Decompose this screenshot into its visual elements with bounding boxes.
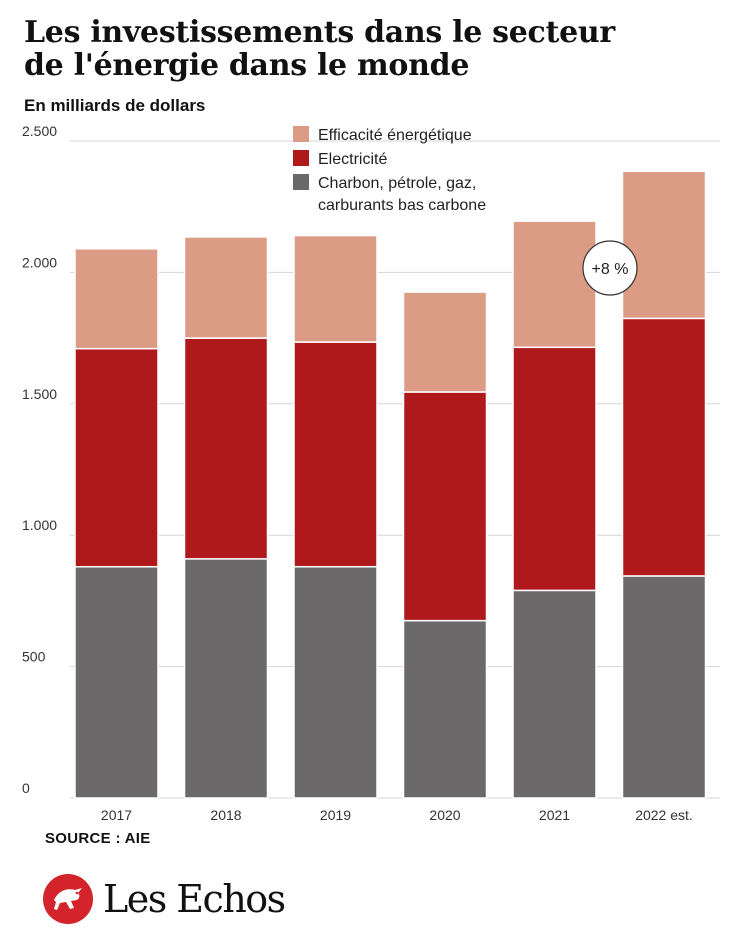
bar-segment-fossile xyxy=(402,619,488,799)
y-tick-label: 2.500 xyxy=(22,123,57,139)
bar-segment-electricite xyxy=(293,341,378,568)
legend-label: Charbon, pétrole, gaz, xyxy=(318,175,476,192)
source-note: SOURCE : AIE xyxy=(45,830,151,847)
logo-emblem-icon xyxy=(43,874,93,924)
bar-segment-fossile xyxy=(74,565,159,799)
bar-segment-electricite xyxy=(74,347,159,568)
bar-segment-electricite xyxy=(183,337,269,560)
bar-segment-efficacite xyxy=(621,170,707,320)
chart-subtitle: En milliards de dollars xyxy=(24,96,206,115)
logo-wordmark: Les Echos xyxy=(103,877,286,921)
x-tick-label: 2022 est. xyxy=(635,807,693,823)
x-tick-label: 2019 xyxy=(320,807,351,823)
bar-segment-electricite xyxy=(621,317,707,577)
legend-swatch xyxy=(293,126,309,142)
bar-segment-efficacite xyxy=(293,234,378,343)
legend-label: Electricité xyxy=(318,151,387,168)
legend-label: Efficacité énergétique xyxy=(318,127,472,144)
y-tick-label: 2.000 xyxy=(22,254,57,270)
title-line-2: de l'énergie dans le monde xyxy=(24,48,470,83)
bar-segment-electricite xyxy=(402,391,488,622)
x-tick-label: 2020 xyxy=(429,807,460,823)
bar-segment-fossile xyxy=(293,565,378,799)
legend-label: carburants bas carbone xyxy=(318,197,486,214)
title-line-1: Les investissements dans le secteur xyxy=(24,15,615,50)
bar-segment-electricite xyxy=(512,346,597,592)
bar-segment-fossile xyxy=(183,558,269,799)
x-tick-label: 2018 xyxy=(210,807,241,823)
y-tick-label: 1.000 xyxy=(22,517,57,533)
y-tick-label: 0 xyxy=(22,780,30,796)
bar-segment-fossile xyxy=(512,589,597,799)
growth-annotation-label: +8 % xyxy=(592,261,629,278)
chart-title: Les investissements dans le secteur de l… xyxy=(24,16,724,82)
y-tick-label: 1.500 xyxy=(22,386,57,402)
les-echos-logo: Les Echos xyxy=(43,873,286,925)
bar-segment-efficacite xyxy=(512,220,597,349)
growth-annotation-circle xyxy=(582,240,638,296)
legend-swatch xyxy=(293,150,309,166)
legend-swatch xyxy=(293,174,309,190)
y-tick-label: 500 xyxy=(22,649,46,665)
x-tick-label: 2017 xyxy=(101,807,132,823)
bar-segment-efficacite xyxy=(402,291,488,393)
bar-segment-efficacite xyxy=(183,236,269,339)
bar-segment-efficacite xyxy=(74,247,159,350)
x-tick-label: 2021 xyxy=(539,807,570,823)
bar-segment-fossile xyxy=(621,575,707,799)
